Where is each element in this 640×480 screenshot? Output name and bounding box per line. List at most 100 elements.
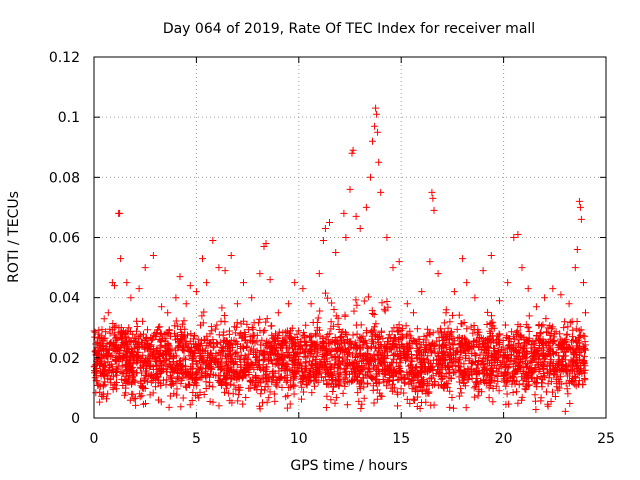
data-point: [461, 340, 469, 348]
y-tick-label: 0.1: [58, 110, 80, 126]
data-point: [560, 344, 568, 352]
data-point: [222, 375, 230, 382]
data-point: [522, 353, 530, 361]
data-point: [206, 398, 214, 405]
data-point: [286, 400, 294, 408]
data-point: [257, 341, 265, 349]
data-point: [323, 392, 331, 400]
data-point: [495, 330, 503, 338]
data-point: [313, 360, 321, 368]
data-point: [313, 352, 321, 360]
data-point: [414, 393, 421, 401]
data-point: [576, 203, 584, 211]
data-point: [390, 355, 398, 363]
data-point: [430, 343, 438, 351]
data-point: [257, 365, 265, 373]
data-point: [185, 381, 193, 389]
data-point: [252, 371, 260, 379]
data-point: [350, 359, 358, 367]
data-point: [388, 327, 396, 335]
data-point: [269, 341, 277, 349]
data-point: [158, 303, 166, 311]
data-point: [189, 374, 196, 382]
data-point: [179, 336, 187, 344]
data-point: [389, 359, 397, 367]
data-point: [203, 332, 211, 340]
data-point: [479, 370, 487, 378]
data-point: [498, 357, 506, 365]
data-point: [371, 323, 378, 331]
data-point: [230, 381, 238, 389]
data-point: [481, 365, 489, 373]
data-point: [455, 378, 463, 386]
data-point: [117, 335, 125, 343]
data-point: [495, 365, 503, 373]
data-point: [547, 356, 555, 364]
data-point: [95, 330, 103, 338]
data-point: [490, 324, 498, 332]
data-point: [301, 362, 309, 370]
data-point: [263, 348, 271, 356]
data-point: [316, 307, 324, 315]
data-point: [117, 343, 125, 351]
data-point: [545, 374, 553, 382]
data-point: [97, 368, 105, 376]
data-point: [575, 377, 583, 385]
data-point: [342, 367, 350, 375]
data-point: [500, 371, 508, 379]
data-point: [308, 389, 316, 397]
data-point: [220, 375, 228, 383]
data-point: [479, 267, 487, 275]
data-point: [206, 373, 213, 381]
data-point: [485, 394, 493, 402]
data-point: [418, 288, 426, 296]
data-point: [95, 381, 103, 389]
data-point: [350, 307, 358, 315]
data-point: [314, 344, 322, 352]
data-point: [464, 365, 472, 373]
data-point: [319, 334, 327, 342]
data-point: [216, 338, 224, 346]
data-point: [516, 362, 524, 370]
data-point: [229, 359, 237, 367]
data-point: [380, 378, 388, 386]
data-point: [152, 383, 160, 391]
data-point: [172, 336, 179, 344]
data-point: [322, 368, 330, 376]
data-point: [409, 395, 417, 403]
data-point: [512, 328, 520, 336]
data-point: [136, 393, 144, 401]
data-point: [113, 379, 120, 386]
data-point: [402, 352, 410, 360]
data-point: [137, 338, 145, 346]
data-point: [262, 318, 270, 326]
data-point: [367, 328, 375, 336]
data-point: [326, 360, 334, 368]
data-point: [244, 326, 252, 334]
data-point: [530, 339, 538, 347]
data-point: [425, 329, 433, 337]
data-point: [417, 370, 424, 378]
data-point: [563, 385, 571, 393]
data-point: [213, 321, 221, 329]
data-point: [400, 389, 408, 397]
data-point: [571, 380, 579, 388]
data-point: [94, 334, 102, 342]
data-point: [208, 365, 216, 373]
data-point: [406, 369, 414, 377]
data-point: [425, 366, 433, 374]
data-point: [569, 367, 576, 375]
data-point: [456, 363, 464, 371]
data-point: [531, 391, 539, 399]
data-point: [104, 358, 112, 366]
data-point: [144, 340, 151, 347]
data-point: [287, 352, 295, 360]
data-point: [332, 394, 340, 402]
data-point: [327, 396, 335, 404]
data-point: [312, 331, 320, 339]
data-point: [377, 188, 385, 196]
data-point: [557, 380, 565, 388]
data-point: [463, 325, 471, 333]
data-point: [374, 347, 382, 355]
data-point: [446, 335, 453, 343]
